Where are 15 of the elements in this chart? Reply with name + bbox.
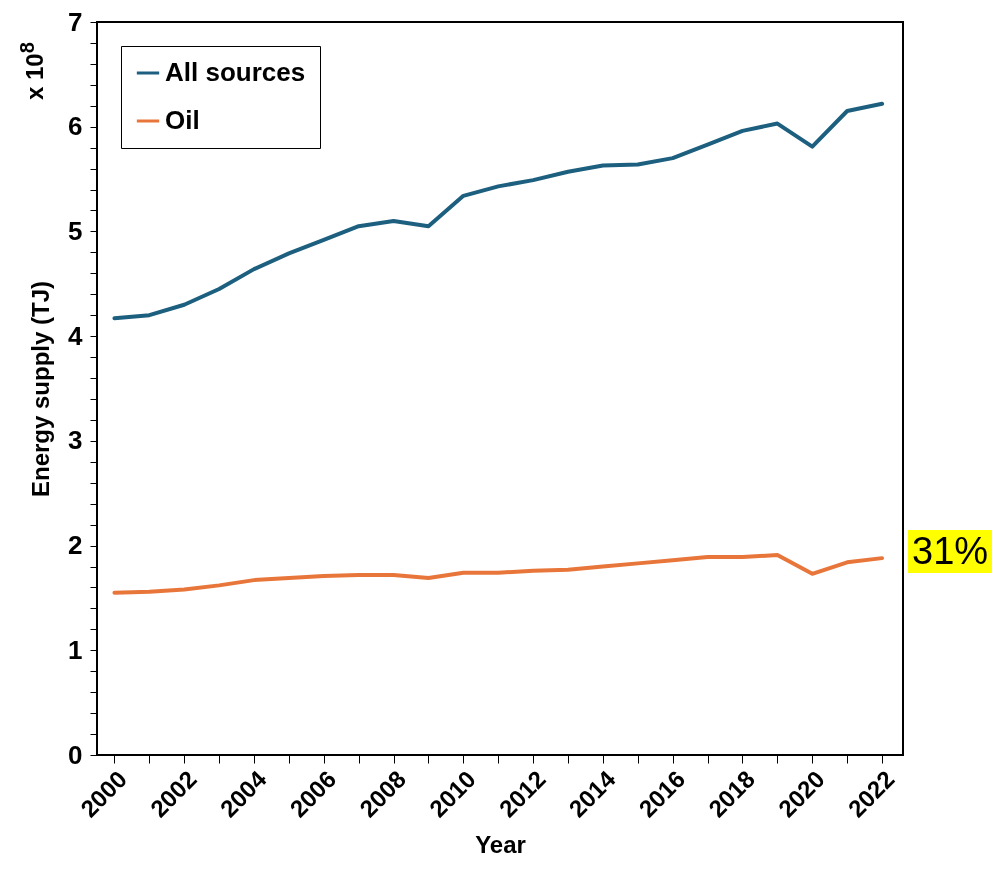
x-axis-title: Year	[475, 831, 526, 859]
line-series	[112, 553, 885, 595]
y-tick-label: 4	[68, 320, 84, 351]
y-tick-label: 3	[68, 425, 83, 456]
y-tick-label: 0	[68, 739, 83, 770]
line-series	[112, 101, 885, 321]
text: 31%	[908, 530, 993, 573]
y-tick-label: 6	[68, 111, 83, 142]
y-tick-label: 1	[68, 634, 83, 665]
y-tick-label: 2	[68, 530, 83, 561]
y-axis-title: Energy supply (TJ)	[27, 280, 55, 498]
legend-label: Oil	[165, 105, 200, 135]
legend-label: All sources	[165, 57, 306, 87]
y-tick-label: 7	[68, 6, 83, 37]
y-tick-label: 5	[68, 215, 83, 246]
